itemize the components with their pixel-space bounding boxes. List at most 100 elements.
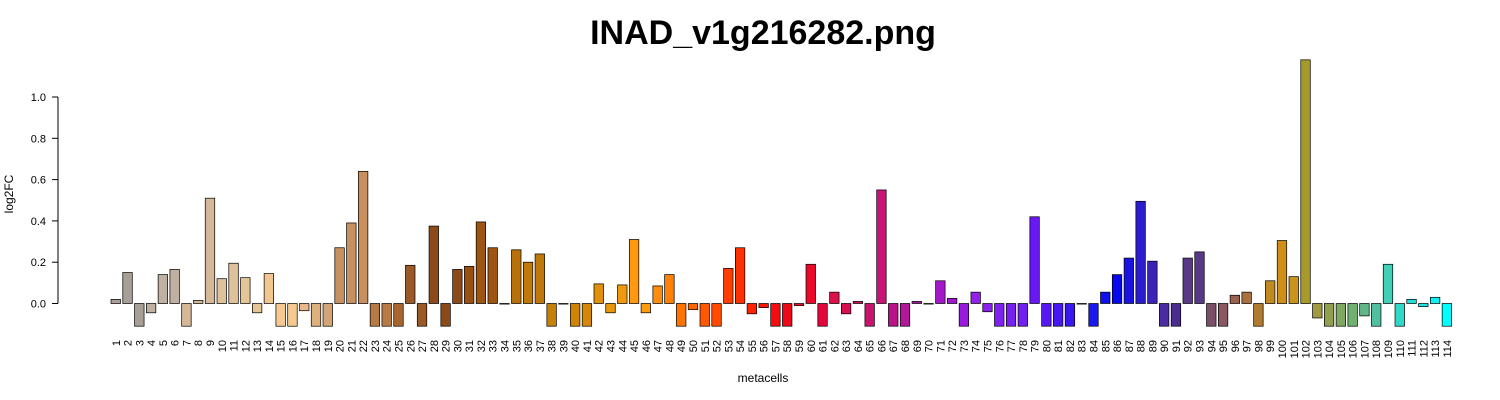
x-tick-label: 65 [865,340,877,352]
x-tick-label: 38 [547,340,559,352]
x-tick-label: 1 [111,340,123,346]
y-axis-label: log2FC [2,174,16,213]
x-tick-label: 42 [594,340,606,352]
bar-50 [687,303,699,311]
x-tick-label: 67 [888,340,900,352]
bar-85 [1100,291,1111,304]
bar-80 [1041,303,1052,327]
x-tick-label: 97 [1242,340,1254,352]
bar-10 [216,278,227,304]
bar-16 [287,303,298,327]
x-tick-label: 75 [982,340,994,352]
x-tick-label: 39 [558,340,570,352]
x-tick-label: 30 [452,340,464,352]
x-tick-label: 60 [806,340,818,352]
bar-90 [1159,303,1170,327]
bar-42 [593,283,604,304]
x-tick-label: 4 [146,340,158,346]
x-tick-label: 47 [653,340,665,352]
bar-76 [994,303,1005,327]
x-tick-label: 2 [123,340,135,346]
x-tick-label: 94 [1206,340,1218,352]
x-tick-label: 20 [335,340,347,352]
x-tick-label: 41 [582,340,594,352]
x-tick-label: 90 [1159,340,1171,352]
x-tick-label: 69 [912,340,924,352]
x-tick-label: 59 [794,340,806,352]
x-tick-label: 28 [429,340,441,352]
bar-29 [440,303,451,327]
x-tick-label: 77 [1006,340,1018,352]
x-tick-label: 83 [1077,340,1089,352]
bar-60 [805,263,816,304]
bar-104 [1323,303,1335,327]
x-tick-label: 40 [570,340,582,352]
bar-7 [181,303,192,327]
bar-73 [958,303,970,327]
x-tick-label: 81 [1053,340,1065,352]
x-tick-label: 91 [1171,340,1183,352]
bar-83 [1076,303,1087,305]
bar-110 [1394,303,1405,327]
x-tick-label: 58 [782,340,794,352]
bar-109 [1382,263,1394,304]
bar-11 [228,262,239,304]
x-tick-label: 49 [676,340,688,352]
x-tick-label: 5 [158,340,170,346]
bar-108 [1371,303,1382,327]
bar-21 [346,222,357,304]
chart-title: INAD_v1g216282.png [590,14,936,52]
x-tick-label: 82 [1065,340,1077,352]
x-tick-label: 51 [700,340,712,352]
bar-105 [1335,303,1346,327]
x-tick-label: 18 [311,340,323,352]
x-tick-label: 108 [1371,340,1383,358]
bar-112 [1418,303,1429,307]
x-tick-labels: 1 2 3 4 5 6 7 8 9 10 11 12 13 14 15 16 17 18 19 20 21 22 23 24 2… [111,340,1454,358]
x-tick-label: 36 [523,340,535,352]
bar-77 [1005,303,1017,327]
bar-89 [1147,260,1158,304]
x-tick-label: 62 [829,340,841,352]
x-tick-label: 24 [382,340,394,352]
x-tick-label: 35 [511,340,523,352]
x-tick-label: 16 [287,340,299,352]
y-ticks: 0.0 0.2 0.4 0.6 0.8 1.0 [31,92,58,311]
bar-33 [487,247,498,304]
bar-106 [1347,303,1358,327]
x-tick-label: 9 [205,340,217,346]
x-tick-label: 110 [1395,340,1407,358]
bar-107 [1359,303,1370,317]
bar-71 [935,280,946,304]
x-tick-label: 48 [664,340,676,352]
x-tick-label: 107 [1359,340,1371,358]
x-tick-label: 27 [417,340,429,352]
x-tick-label: 84 [1088,340,1100,352]
bar-38 [546,303,557,327]
bar-86 [1111,274,1123,304]
y-tick-label: 0.6 [31,175,46,187]
x-tick-label: 56 [759,340,771,352]
bar-99 [1265,280,1276,304]
bar-58 [782,303,793,327]
bar-28 [428,225,439,304]
x-tick-label: 17 [299,340,311,352]
bar-24 [381,303,392,327]
x-tick-label: 66 [876,340,888,352]
bar-18 [310,303,322,327]
bar-43 [605,303,616,314]
bar-91 [1170,303,1182,327]
bar-20 [334,247,345,304]
x-tick-label: 100 [1277,340,1289,358]
x-tick-label: 70 [924,340,936,352]
bar-54 [734,247,746,304]
bar-13 [252,303,263,314]
bar-52 [711,303,722,327]
bar-44 [617,284,628,304]
x-tick-label: 95 [1218,340,1230,352]
bar-57 [770,303,781,327]
x-tick-label: 54 [735,340,747,352]
x-tick-label: 87 [1124,340,1136,352]
x-tick-label: 105 [1336,340,1348,358]
bar-40 [570,303,581,327]
